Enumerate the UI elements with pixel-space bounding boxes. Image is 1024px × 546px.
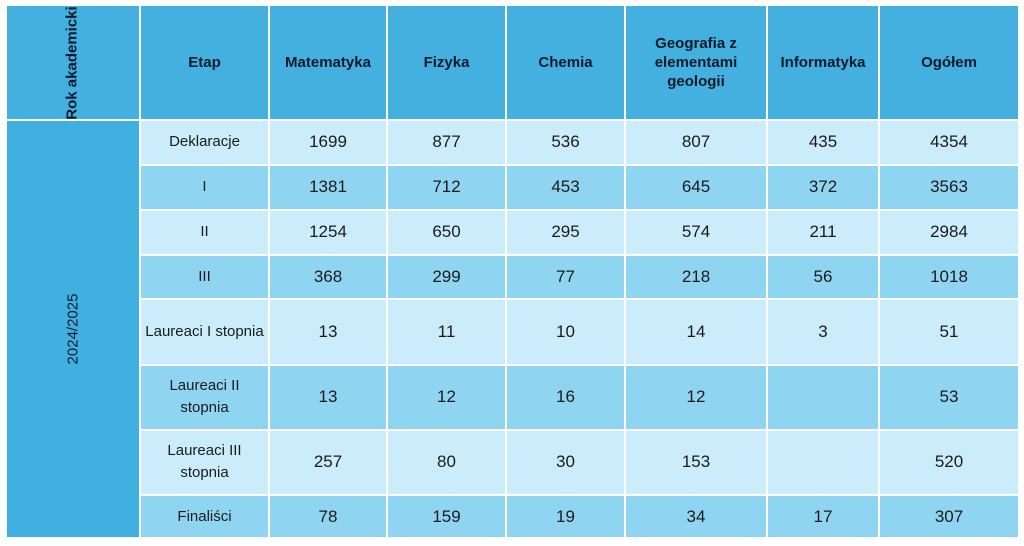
value-cell: 453 [506, 164, 626, 211]
value-cell: 368 [269, 254, 388, 301]
value-cell: 4354 [879, 120, 1020, 166]
table-row: II 1254 650 295 574 211 2984 [7, 209, 1020, 256]
value-cell: 299 [387, 254, 507, 301]
value-cell: 10 [506, 299, 626, 366]
value-cell: 30 [506, 429, 626, 497]
table-row: Laureaci I stopnia 13 11 10 14 3 51 [7, 299, 1020, 366]
header-row: Rok akademicki Etap Matematyka Fizyka Ch… [7, 6, 1020, 121]
etap-cell: Laureaci I stopnia [140, 299, 270, 366]
value-cell: 650 [387, 209, 507, 256]
value-cell: 536 [506, 120, 626, 166]
value-cell: 13 [269, 299, 388, 366]
header-geografia: Geografia z elementami geologii [625, 6, 768, 121]
table-row: I 1381 712 453 645 372 3563 [7, 164, 1020, 211]
olympiad-results-table: Rok akademicki Etap Matematyka Fizyka Ch… [7, 6, 1020, 539]
value-cell: 520 [879, 429, 1020, 497]
table-row: 2024/2025 Deklaracje 1699 877 536 807 43… [7, 120, 1020, 539]
value-cell: 16 [506, 364, 626, 431]
value-cell: 1018 [879, 254, 1020, 301]
value-cell: 435 [767, 120, 880, 166]
value-cell: 17 [767, 495, 880, 539]
value-cell: 807 [625, 120, 768, 166]
value-cell: 53 [879, 364, 1020, 431]
value-cell: 3 [767, 299, 880, 366]
academic-year-cell: 2024/2025 [7, 120, 141, 539]
etap-cell: Laureaci III stopnia [140, 429, 270, 497]
value-cell [767, 364, 880, 431]
value-cell: 12 [387, 364, 507, 431]
value-cell: 1381 [269, 164, 388, 211]
value-cell: 1254 [269, 209, 388, 256]
value-cell: 1699 [269, 120, 388, 166]
etap-cell: I [140, 164, 270, 211]
value-cell: 14 [625, 299, 768, 366]
table-row: Finaliści 78 159 19 34 17 307 [7, 495, 1020, 539]
value-cell: 257 [269, 429, 388, 497]
value-cell: 13 [269, 364, 388, 431]
value-cell: 11 [387, 299, 507, 366]
value-cell: 877 [387, 120, 507, 166]
value-cell: 295 [506, 209, 626, 256]
value-cell: 78 [269, 495, 388, 539]
value-cell: 574 [625, 209, 768, 256]
value-cell: 56 [767, 254, 880, 301]
etap-cell: Laureaci II stopnia [140, 364, 270, 431]
value-cell: 645 [625, 164, 768, 211]
etap-cell: Deklaracje [140, 120, 270, 166]
value-cell: 3563 [879, 164, 1020, 211]
table-row: Laureaci III stopnia 257 80 30 153 520 [7, 429, 1020, 497]
header-matematyka: Matematyka [269, 6, 388, 121]
header-academic-year: Rok akademicki [7, 6, 141, 121]
value-cell: 159 [387, 495, 507, 539]
header-academic-year-label: Rok akademicki [64, 6, 81, 120]
value-cell: 80 [387, 429, 507, 497]
value-cell: 12 [625, 364, 768, 431]
etap-cell: Finaliści [140, 495, 270, 539]
header-chemia: Chemia [506, 6, 626, 121]
olympiad-results-table-container: Rok akademicki Etap Matematyka Fizyka Ch… [7, 6, 1020, 539]
etap-cell: II [140, 209, 270, 256]
value-cell: 77 [506, 254, 626, 301]
table-body: 2024/2025 Deklaracje 1699 877 536 807 43… [7, 120, 1020, 539]
header-fizyka: Fizyka [387, 6, 507, 121]
table-row: III 368 299 77 218 56 1018 [7, 254, 1020, 301]
value-cell: 51 [879, 299, 1020, 366]
etap-cell: III [140, 254, 270, 301]
value-cell: 218 [625, 254, 768, 301]
value-cell: 211 [767, 209, 880, 256]
value-cell [767, 429, 880, 497]
academic-year-label: 2024/2025 [64, 293, 81, 365]
value-cell: 153 [625, 429, 768, 497]
header-ogolem: Ogółem [879, 6, 1020, 121]
header-informatyka: Informatyka [767, 6, 880, 121]
value-cell: 307 [879, 495, 1020, 539]
table-row: Laureaci II stopnia 13 12 16 12 53 [7, 364, 1020, 431]
header-etap: Etap [140, 6, 270, 121]
value-cell: 19 [506, 495, 626, 539]
value-cell: 712 [387, 164, 507, 211]
value-cell: 372 [767, 164, 880, 211]
value-cell: 34 [625, 495, 768, 539]
value-cell: 2984 [879, 209, 1020, 256]
